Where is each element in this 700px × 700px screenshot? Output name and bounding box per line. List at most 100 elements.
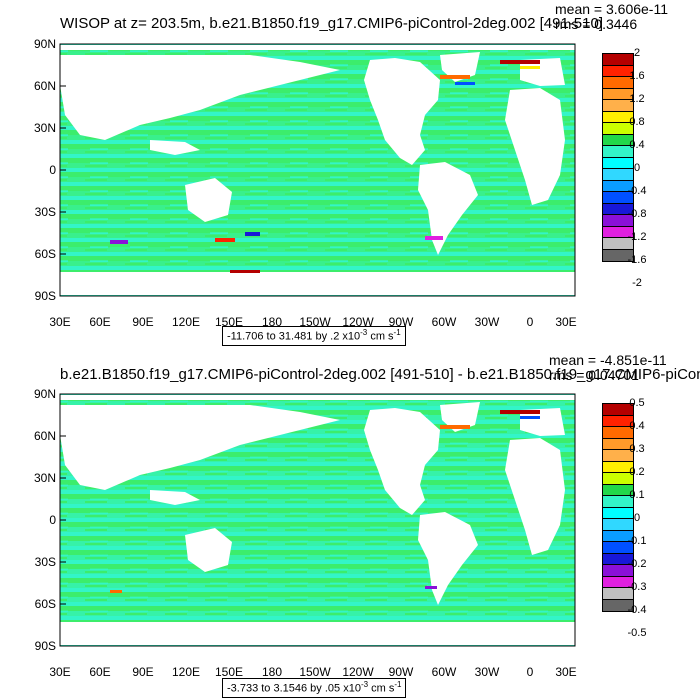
colorbar-swatch [603, 215, 633, 227]
lat-label: 90N [33, 387, 56, 401]
colorbar-label: 0.2 [629, 466, 645, 478]
colorbar-swatch [603, 157, 633, 169]
colorbar-swatch [603, 404, 633, 416]
colorbar-swatch [603, 238, 633, 250]
range-units: cm s [370, 330, 394, 343]
colorbar-swatch [603, 565, 633, 577]
lon-label: 180 [261, 315, 283, 329]
colorbar-swatch [603, 65, 633, 77]
lon-label: 0 [526, 315, 534, 329]
colorbar-label: 1.6 [629, 70, 645, 82]
lat-label: 60N [33, 429, 56, 443]
colorbar-swatch [603, 169, 633, 181]
lon-label: 150W [299, 665, 331, 679]
lon-label: 90E [132, 665, 154, 679]
colorbar-label: -0.4 [627, 185, 647, 197]
colorbar-label: 1.2 [629, 93, 645, 105]
colorbar-label: 0.5 [629, 397, 645, 409]
colorbar-label: 0.4 [629, 420, 645, 432]
colorbar-swatch [603, 461, 633, 473]
colorbar-swatch [603, 88, 633, 100]
lat-label: 90N [33, 37, 56, 51]
range-text: -11.706 to 31.481 by .2 x10 [227, 330, 361, 343]
bottom-map [59, 393, 576, 647]
colorbar-label: 0.3 [629, 443, 645, 455]
colorbar-swatch [603, 576, 633, 588]
lon-label: 30E [49, 315, 71, 329]
bottom-contour-range: -3.733 to 3.1546 by .05 x10-3 cm s-1 [222, 678, 407, 698]
colorbar-swatch [603, 203, 633, 215]
colorbar-swatch [603, 542, 633, 554]
colorbar-swatch [603, 599, 633, 611]
colorbar-swatch [603, 226, 633, 238]
lon-label: 120W [342, 665, 374, 679]
colorbar-swatch [603, 438, 633, 450]
colorbar-swatch [603, 588, 633, 600]
colorbar-swatch [603, 530, 633, 542]
range-text: -3.733 to 3.1546 by .05 x10 [227, 682, 361, 695]
lon-label: 30W [474, 665, 500, 679]
lat-label: 30S [34, 555, 56, 569]
lon-label: 120E [171, 315, 201, 329]
colorbar-label: -0.2 [627, 558, 647, 570]
colorbar-label: 0 [633, 512, 641, 524]
lon-label: 0 [526, 665, 534, 679]
range-units-exponent: -1 [394, 680, 402, 689]
colorbar-swatch [603, 123, 633, 135]
lon-label: 60W [431, 315, 457, 329]
colorbar-label: -0.8 [627, 208, 647, 220]
lon-label: 90E [132, 315, 154, 329]
colorbar-label: -0.3 [627, 581, 647, 593]
colorbar-swatch [603, 180, 633, 192]
lon-label: 30W [474, 315, 500, 329]
colorbar-label: 0.1 [629, 489, 645, 501]
lon-label: 120W [342, 315, 374, 329]
colorbar-swatch [603, 146, 633, 158]
colorbar-label: -1.6 [627, 254, 647, 266]
top-contour-range: -11.706 to 31.481 by .2 x10-3 cm s-1 [222, 326, 406, 346]
colorbar-swatch [603, 77, 633, 89]
colorbar-label: 0 [633, 162, 641, 174]
top-mean-label: mean = 3.606e-11 [555, 1, 668, 17]
colorbar-label: 0.8 [629, 116, 645, 128]
lat-label: 60S [34, 247, 56, 261]
colorbar-swatch [603, 553, 633, 565]
lat-label: 30N [33, 121, 56, 135]
lon-label: 90W [388, 665, 414, 679]
colorbar-label: -2 [632, 277, 642, 289]
top-map [59, 43, 576, 297]
range-units: cm s [371, 682, 395, 695]
colorbar-label: -1.2 [627, 231, 647, 243]
colorbar-swatch [603, 519, 633, 531]
range-exponent: -3 [360, 680, 369, 689]
bottom-mean-label: mean = -4.851e-11 [549, 352, 667, 368]
bottom-panel-title: b.e21.B1850.f19_g17.CMIP6-piControl-2deg… [60, 367, 700, 382]
colorbar-label: -0.5 [627, 627, 647, 639]
colorbar-swatch [603, 473, 633, 485]
colorbar-label: 2 [633, 47, 641, 59]
lon-label: 30E [555, 315, 577, 329]
lat-label: 90S [34, 639, 56, 653]
colorbar-swatch [603, 415, 633, 427]
lat-label: 60S [34, 597, 56, 611]
colorbar-swatch [603, 134, 633, 146]
bottom-rms-label: rms = 0.04701 [549, 367, 639, 383]
colorbar-swatch [603, 450, 633, 462]
colorbar-label: -0.4 [627, 604, 647, 616]
lat-label: 30S [34, 205, 56, 219]
colorbar-swatch [603, 111, 633, 123]
lat-label: 30N [33, 471, 56, 485]
lon-label: 150E [214, 315, 244, 329]
bottom-colorbar [602, 403, 634, 612]
top-rms-label: rms = 0.3446 [555, 16, 638, 32]
colorbar-swatch [603, 249, 633, 261]
lon-label: 60W [431, 665, 457, 679]
colorbar-label: -0.1 [627, 535, 647, 547]
colorbar-swatch [603, 192, 633, 204]
colorbar-swatch [603, 496, 633, 508]
lon-label: 150W [299, 315, 331, 329]
colorbar-label: 0.4 [629, 139, 645, 151]
tick-marks [60, 43, 66, 605]
range-units-exponent: -1 [393, 328, 401, 337]
